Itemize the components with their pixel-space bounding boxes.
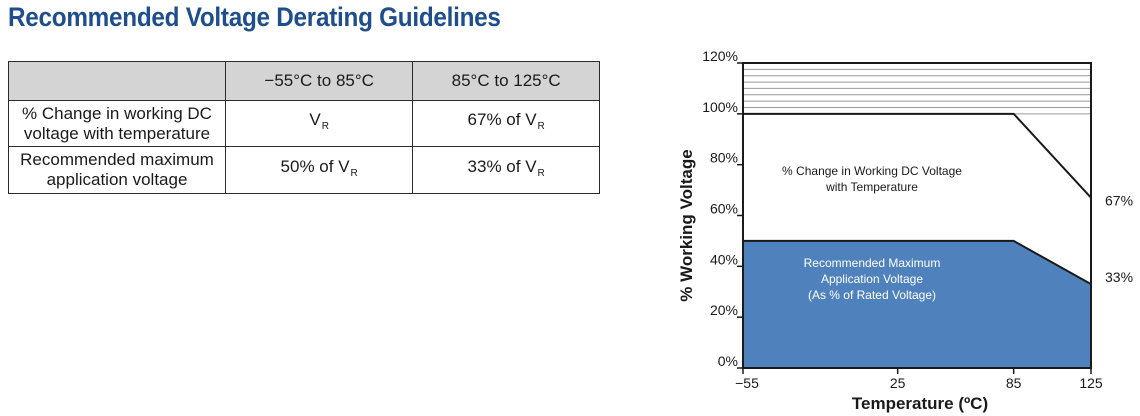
x-tick-label: 25 [890,375,906,391]
table-cell: VR [224,100,414,147]
y-tick-label: 80% [710,150,738,166]
working-voltage-annotation: % Change in Working DC Voltage [782,164,962,178]
y-tick-label: 0% [718,353,738,369]
y-tick-label: 40% [710,251,738,267]
y-tick-label: 120% [702,48,738,64]
table-header-range-1: −55°C to 85°C [224,61,414,101]
x-tick-label: −55 [735,375,759,391]
x-tick-label: 125 [1079,375,1103,391]
page-title: Recommended Voltage Derating Guidelines [8,2,501,32]
table-header-row: −55°C to 85°C 85°C to 125°C [8,61,600,101]
table-cell: 33% of VR [412,146,600,194]
recommended-max-area [743,240,1091,368]
y-tick-label: 100% [702,99,738,115]
row-label-line: voltage with temperature [23,123,211,143]
x-tick-label: 85 [1006,375,1022,391]
working-voltage-line [743,112,1092,199]
recommended-max-annotation: Application Voltage [821,272,923,286]
y-tick-label: 20% [710,302,738,318]
row-label-line: % Change in working DC [22,103,212,123]
recommended-max-line [743,239,1092,285]
table-header-range-2: 85°C to 125°C [412,61,600,101]
end-label-33: 33% [1105,269,1133,285]
recommended-max-annotation: (As % of Rated Voltage) [808,288,936,302]
row-label-max: Recommended maximum application voltage [8,146,226,194]
table-row: % Change in working DC voltage with temp… [8,100,600,147]
table-cell: 50% of VR [224,146,414,194]
end-label-67: 67% [1105,193,1133,209]
derating-table: −55°C to 85°C 85°C to 125°C % Change in … [8,61,600,194]
table-row: Recommended maximum application voltage … [8,146,600,194]
row-label-line: application voltage [46,170,188,189]
derating-chart: 0% 20% 40% 60% 80% 100% 120% −55 25 85 125 Temperat… [677,48,1133,413]
row-label-change: % Change in working DC voltage with temp… [8,100,226,147]
table-header-empty [8,61,226,101]
y-axis-label: % Working Voltage [677,149,696,301]
working-voltage-annotation: with Temperature [825,180,918,194]
recommended-max-annotation: Recommended Maximum [804,256,941,270]
table-cell: 67% of VR [412,100,600,147]
x-axis-label: Temperature (ºC) [852,394,988,413]
y-tick-label: 60% [710,201,738,217]
row-label-line: Recommended maximum [20,150,214,169]
